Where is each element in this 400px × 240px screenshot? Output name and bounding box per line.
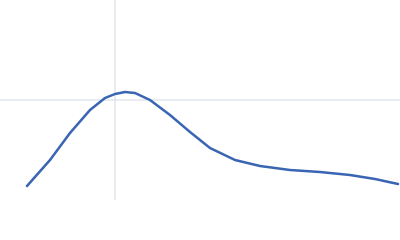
chart	[0, 0, 400, 200]
data-line	[25, 90, 400, 188]
page: (() => { const data = JSON.parse(documen…	[0, 0, 400, 200]
